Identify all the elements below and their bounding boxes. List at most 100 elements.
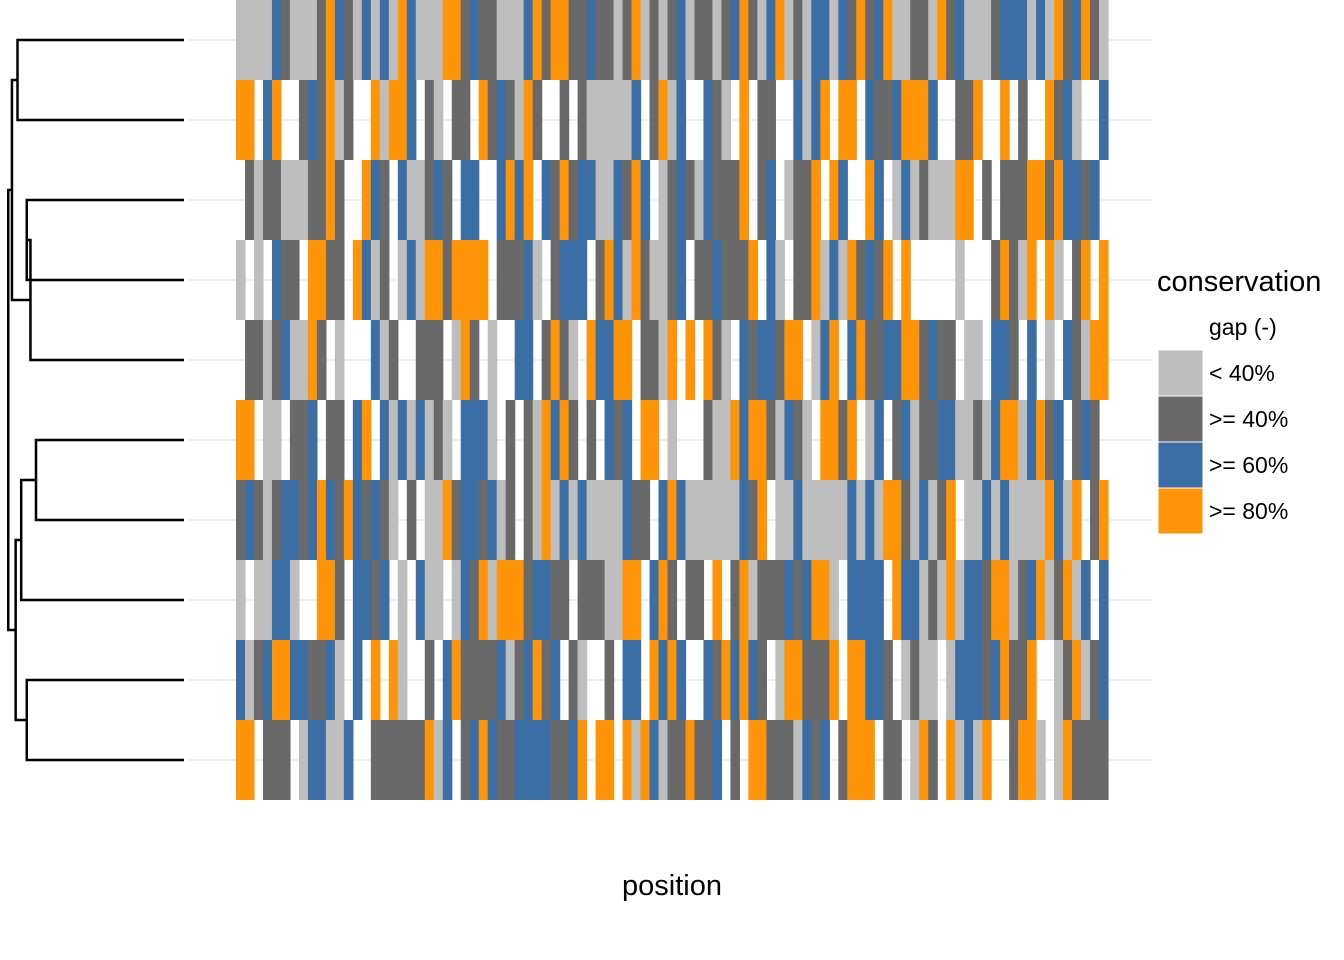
tile [910,400,920,480]
tile [1018,720,1028,800]
tile [487,480,498,560]
tile [1045,80,1055,160]
tile [721,0,732,80]
tile [649,400,660,480]
tile [469,160,480,240]
tile [352,480,363,560]
tile [820,240,830,320]
tile [424,480,435,560]
tile [415,240,426,320]
tile [271,720,282,800]
tile [811,240,821,320]
tile [856,640,866,720]
tile [478,80,489,160]
tile [244,320,255,400]
tile [316,480,327,560]
tile [532,560,543,640]
tile [289,320,300,400]
tile [253,320,264,400]
tile [1081,560,1091,640]
tile [631,240,642,320]
tile [658,480,669,560]
tile [236,240,246,320]
tile [919,720,929,800]
tile [298,400,309,480]
tile [829,240,839,320]
tile [1081,640,1091,720]
tile [640,320,651,400]
tile [1099,0,1109,80]
tile [955,80,965,160]
tile [766,320,776,400]
tile [703,480,714,560]
tile [658,0,669,80]
tile [631,80,642,160]
tile [964,480,974,560]
tile [1027,0,1037,80]
tile [379,160,390,240]
tile [667,240,678,320]
tile [847,320,857,400]
tile [280,160,291,240]
tile [658,320,669,400]
tile [433,720,444,800]
dendrogram-branch [19,478,184,602]
tile [1045,480,1055,560]
tile [478,240,489,320]
tile [874,560,884,640]
tile [1000,240,1010,320]
tile [451,480,462,560]
tile [730,480,741,560]
tile [424,0,435,80]
tile [532,720,543,800]
tile [298,160,309,240]
tile [262,320,273,400]
tile [442,720,453,800]
tile [1063,480,1073,560]
tile [1081,400,1091,480]
tile [973,400,983,480]
tile [388,0,399,80]
tile [766,80,776,160]
tile [505,640,516,720]
tile [856,240,866,320]
tile [955,560,965,640]
tile [541,0,552,80]
tile [856,0,866,80]
tile [514,720,525,800]
tile [847,720,857,800]
tile [433,240,444,320]
tile [883,240,893,320]
tile [325,560,336,640]
tile [622,240,633,320]
tile [253,480,264,560]
tile [748,560,758,640]
tile [262,80,273,160]
tile [874,0,884,80]
tile [1090,400,1100,480]
tile [973,0,983,80]
tile [991,480,1001,560]
tile [865,560,875,640]
tile [622,160,633,240]
tile [244,480,255,560]
tile [1054,400,1064,480]
tile [236,640,246,720]
tile [541,400,552,480]
tile [334,480,345,560]
tile [937,560,947,640]
tile [649,240,660,320]
tile [541,560,552,640]
tile [271,400,282,480]
tile [397,640,408,720]
tile [964,400,974,480]
tile [1000,320,1010,400]
tile [829,640,839,720]
tile [550,720,561,800]
tile [514,320,525,400]
tile [244,80,255,160]
tile [487,80,498,160]
tile [748,0,758,80]
tile [433,160,444,240]
tile [838,80,848,160]
